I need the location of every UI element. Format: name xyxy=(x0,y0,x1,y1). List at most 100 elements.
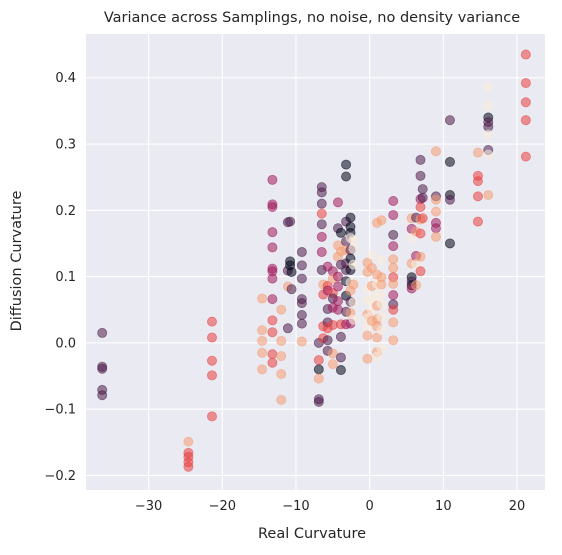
data-point xyxy=(327,348,338,359)
data-point xyxy=(388,254,399,265)
data-point xyxy=(335,227,346,238)
y-tick-label: 0.0 xyxy=(55,336,76,351)
data-point xyxy=(206,411,217,422)
data-point xyxy=(472,216,483,227)
data-point xyxy=(276,394,287,405)
data-point xyxy=(388,209,399,220)
data-point xyxy=(276,335,287,346)
y-tick-label: −0.1 xyxy=(44,403,76,418)
y-axis-label: Diffusion Curvature xyxy=(9,191,25,332)
data-point xyxy=(267,357,278,368)
data-point xyxy=(322,335,333,346)
data-point xyxy=(267,201,278,212)
data-point xyxy=(415,266,426,277)
data-point xyxy=(483,149,494,160)
gridlines xyxy=(86,34,545,490)
data-point xyxy=(257,347,268,358)
data-point xyxy=(376,279,387,290)
data-point xyxy=(206,316,217,327)
data-point xyxy=(257,293,268,304)
data-point xyxy=(430,231,441,242)
data-point xyxy=(376,288,387,299)
data-point xyxy=(348,297,359,308)
data-point xyxy=(267,327,278,338)
data-point xyxy=(296,247,307,258)
data-point xyxy=(285,216,296,227)
data-point xyxy=(206,355,217,366)
y-axis-ticks: −0.2 −0.1 0.0 0.1 0.2 0.3 0.4 xyxy=(44,71,76,484)
y-tick-label: 0.1 xyxy=(55,270,76,285)
data-points xyxy=(97,49,531,472)
x-tick-label: 0 xyxy=(366,499,374,514)
data-point xyxy=(335,352,346,363)
data-point xyxy=(332,281,343,292)
data-point xyxy=(430,223,441,234)
y-tick-label: 0.2 xyxy=(55,204,76,219)
data-point xyxy=(332,197,343,208)
data-point xyxy=(348,259,359,270)
data-point xyxy=(276,304,287,315)
data-point xyxy=(483,190,494,201)
data-point xyxy=(257,325,268,336)
data-point xyxy=(97,327,108,338)
data-point xyxy=(415,201,426,212)
x-tick-label: 10 xyxy=(435,499,452,514)
data-point xyxy=(313,364,324,375)
data-point xyxy=(206,332,217,343)
data-point xyxy=(332,296,343,307)
data-point xyxy=(520,115,531,126)
data-point xyxy=(313,396,324,407)
data-point xyxy=(335,331,346,342)
data-point xyxy=(267,349,278,360)
data-point xyxy=(267,273,278,284)
data-point xyxy=(296,260,307,271)
data-point xyxy=(316,187,327,198)
data-point xyxy=(257,364,268,375)
data-point xyxy=(97,363,108,374)
data-point xyxy=(348,314,359,325)
data-point xyxy=(276,369,287,380)
data-point xyxy=(348,243,359,254)
data-point xyxy=(282,323,293,334)
data-point xyxy=(183,461,194,472)
x-tick-label: −10 xyxy=(282,499,309,514)
data-point xyxy=(296,273,307,284)
data-point xyxy=(444,115,455,126)
data-point xyxy=(267,315,278,326)
data-point xyxy=(388,262,399,273)
data-point xyxy=(267,174,278,185)
data-point xyxy=(316,208,327,219)
data-point xyxy=(348,279,359,290)
x-axis-ticks: −30 −20 −10 0 10 20 xyxy=(135,499,525,514)
data-point xyxy=(257,335,268,346)
data-point xyxy=(520,49,531,60)
data-point xyxy=(411,280,422,291)
data-point xyxy=(444,238,455,249)
data-point xyxy=(415,170,426,181)
data-point xyxy=(296,298,307,309)
data-point xyxy=(296,336,307,347)
x-tick-label: −20 xyxy=(209,499,236,514)
data-point xyxy=(376,298,387,309)
data-point xyxy=(472,147,483,158)
data-point xyxy=(430,206,441,217)
data-point xyxy=(472,191,483,202)
data-point xyxy=(366,249,377,260)
y-tick-label: −0.2 xyxy=(44,469,76,484)
data-point xyxy=(444,156,455,167)
data-point xyxy=(372,332,383,343)
data-point xyxy=(388,229,399,240)
data-point xyxy=(348,235,359,246)
data-point xyxy=(376,325,387,336)
chart-title: Variance across Samplings, no noise, no … xyxy=(104,10,520,26)
data-point xyxy=(388,278,399,289)
data-point xyxy=(97,390,108,401)
data-point xyxy=(430,194,441,205)
plot-area xyxy=(86,34,545,490)
data-point xyxy=(286,266,297,277)
data-point xyxy=(316,247,327,258)
data-point xyxy=(483,100,494,111)
data-point xyxy=(276,351,287,362)
y-tick-label: 0.3 xyxy=(55,138,76,153)
